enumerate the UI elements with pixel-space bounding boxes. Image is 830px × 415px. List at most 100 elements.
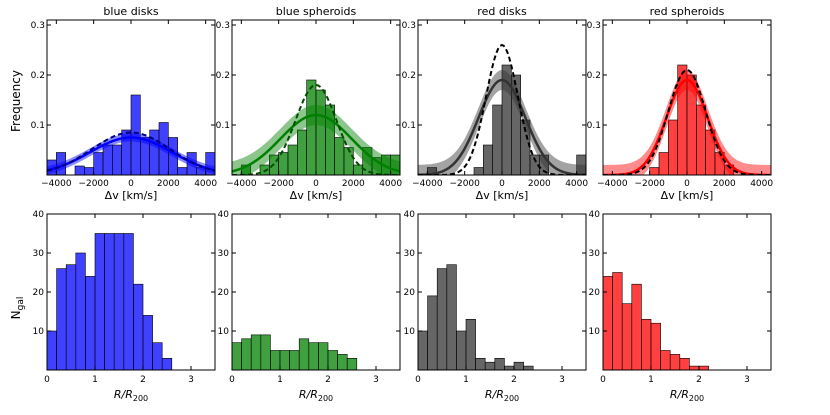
ngal-axis-label-sub: gal [16,297,26,311]
x-tick-label: −2000 [634,179,665,189]
radius-bar [279,350,290,371]
radius-bar [241,338,252,371]
x-tick-label: 2 [325,375,331,385]
velocity-axis-label: Δv [km/s] [476,189,529,202]
x-tick-label: 3 [744,375,750,385]
radius-bar [161,357,173,371]
radius-axis-label: R/R200 [485,388,519,403]
y-tick-label: 40 [404,210,416,220]
reference-gaussian [47,131,215,172]
radius-bar [289,350,300,371]
radius-bar [250,334,262,371]
velocity-bar [334,137,345,175]
x-tick-label: 1 [648,375,654,385]
velocity-bar [241,164,251,175]
radius-bar [94,233,105,371]
y-tick-label: 0.1 [587,121,601,131]
velocity-histogram: −4000 −2000 0 2000 4000 0.1 0.2 0.3 red spheroid… [587,5,774,202]
y-tick-label: 0.2 [587,71,601,81]
ngal-axis-label: Ngal [9,297,26,320]
velocity-bar [130,94,141,175]
radius-bar [417,330,428,371]
radius-bar [602,276,613,371]
y-tick-label: 0.3 [216,21,230,31]
x-tick-label: −4000 [597,179,628,189]
radius-bar [298,338,310,371]
velocity-bar [658,152,669,175]
y-tick-label: 10 [218,327,230,337]
radius-bar [123,233,134,371]
reference-gaussian [603,68,771,175]
radius-axis-label-main: R/R [114,388,133,401]
radius-bar [446,264,457,371]
radius-bar [641,318,652,371]
y-tick-label: 10 [33,327,45,337]
radius-axis-label: R/R200 [299,388,333,403]
x-tick-label: 3 [188,375,194,385]
radius-bar [104,233,115,371]
x-tick-label: −2000 [449,179,480,189]
x-tick-label: 4000 [379,179,402,189]
radius-bar [337,354,348,371]
x-tick-label: −4000 [226,179,257,189]
x-tick-label: 0 [44,375,50,385]
x-tick-label: 4000 [194,179,217,189]
fit-band [418,70,586,175]
radius-axis-label-sub: 200 [133,394,148,403]
y-tick-label: 0.1 [216,121,230,131]
velocity-bar [102,144,113,175]
fit-band [47,133,215,175]
y-tick-label: 20 [218,288,230,298]
y-tick-label: 40 [218,210,230,220]
x-tick-label: 4000 [750,179,773,189]
y-tick-label: 0.2 [216,71,230,81]
x-tick-label: 2 [696,375,702,385]
radius-bar [523,365,534,371]
reference-gaussian [232,83,400,175]
y-tick-label: 40 [33,210,45,220]
velocity-bar [343,147,354,175]
velocity-bar [492,104,503,175]
x-tick-label: −2000 [263,179,294,189]
x-tick-label: −4000 [41,179,72,189]
x-tick-label: 2000 [713,179,736,189]
velocity-bar [278,152,289,175]
velocity-axis-label: Δv [km/s] [661,189,714,202]
panel-title: blue disks [103,5,158,18]
radius-axis-label-main: R/R [485,388,504,401]
x-tick-label: 4000 [565,179,588,189]
radius-bar [494,357,505,371]
y-tick-label: 0.1 [402,121,416,131]
radius-bar [85,276,96,371]
radius-axis-label-sub: 200 [689,394,704,403]
velocity-bar [473,167,484,175]
radius-bar [669,354,681,371]
x-tick-label: 1 [277,375,283,385]
velocity-histogram: −4000 −2000 0 2000 4000 0.1 0.2 0.3 red disks Δv … [402,5,589,202]
radius-bar [650,322,661,371]
velocity-bar [668,119,678,175]
radius-bar [270,350,281,371]
velocity-bar [353,164,363,175]
frequency-axis-label: Frequency [9,70,23,132]
velocity-bar [315,89,326,175]
radius-bar [689,365,700,371]
radius-axis-label-sub: 200 [318,394,333,403]
y-tick-label: 0.1 [31,121,45,131]
panel-title: blue spheroids [276,5,357,18]
radius-bar [504,365,515,371]
velocity-plot-area [232,79,400,175]
velocity-bar [84,167,94,175]
x-tick-label: 2 [511,375,517,385]
radius-bar [308,342,319,371]
x-tick-label: 0 [415,375,421,385]
fit-line [418,78,586,175]
radius-bar [621,303,633,371]
velocity-axis-label: Δv [km/s] [105,189,158,202]
y-tick-label: 0.2 [402,71,416,81]
velocity-bar [483,144,493,175]
y-tick-label: 40 [589,210,601,220]
